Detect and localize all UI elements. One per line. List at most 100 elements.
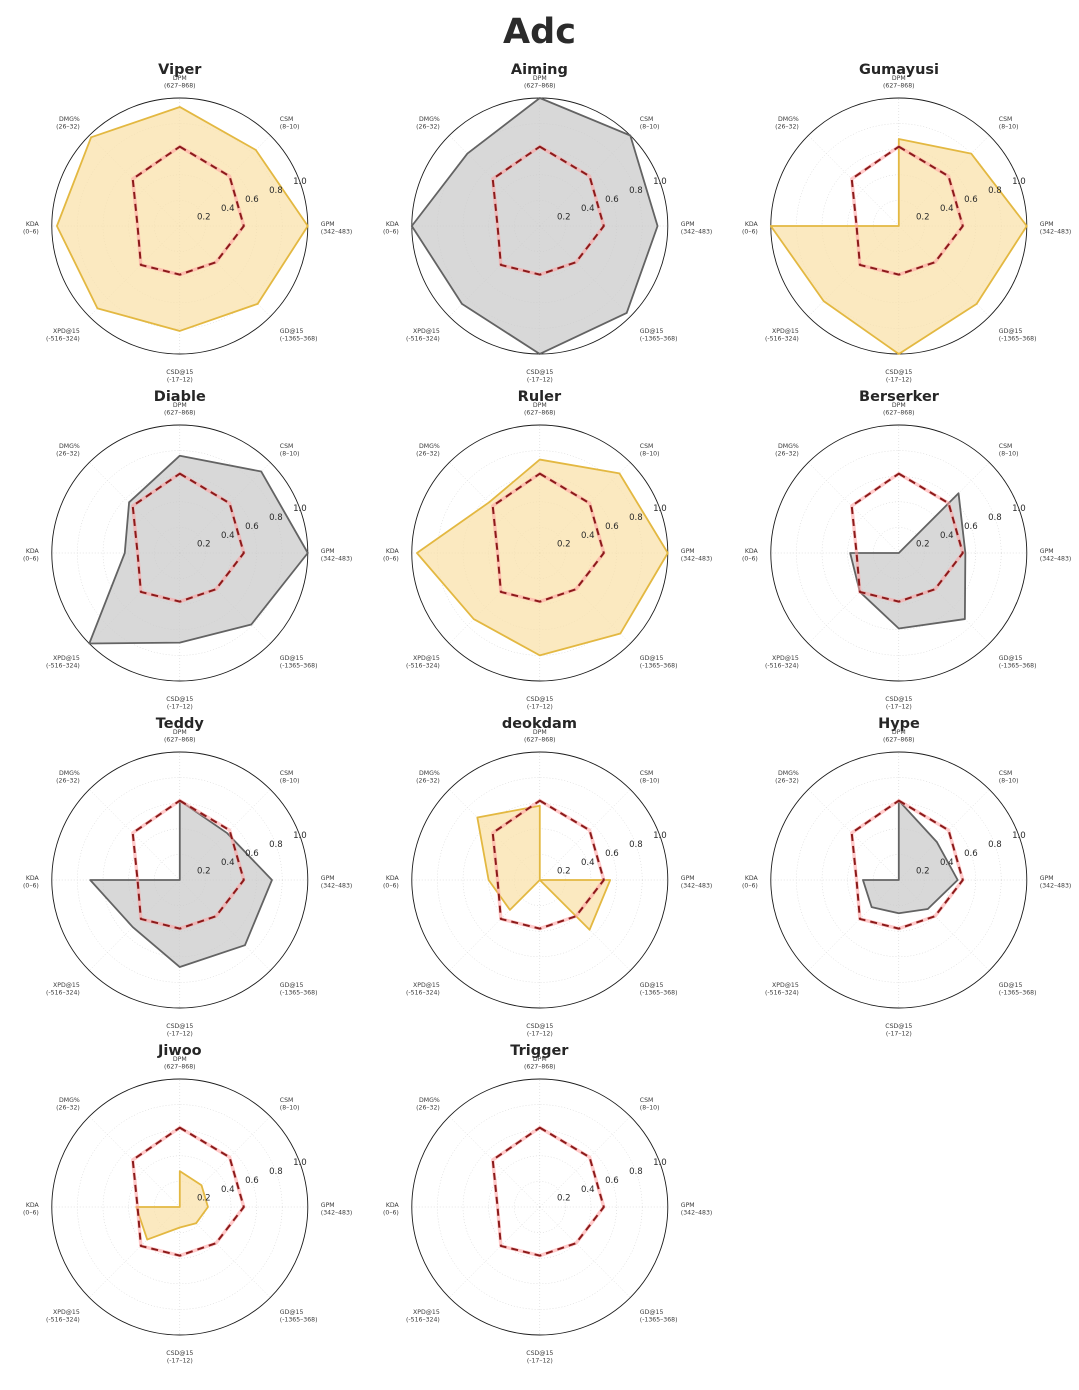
radar-plot: 0.2 0.4 0.6 0.8 1.0 DPM (627–868) CSM (8–10) GPM(… — [360, 729, 720, 1040]
axis-label-name: DPM — [173, 729, 187, 736]
axis-label-xpd-15: XPD@15(-516–324) — [406, 654, 440, 670]
axis-label-range: (0–6) — [742, 883, 758, 890]
axis-label-range: (-17–12) — [886, 704, 912, 711]
axis-label-range: (342–483) — [1040, 229, 1072, 236]
axis-label-range: (0–6) — [383, 229, 399, 236]
axis-label-name: GPM — [680, 1202, 694, 1209]
axis-label-range: (26–32) — [416, 451, 440, 458]
axis-label-range: (-1365–368) — [280, 336, 318, 343]
axis-label-range: (-516–324) — [765, 990, 799, 997]
axis-label-name: DMG% — [419, 116, 440, 123]
axis-label-range: (-17–12) — [167, 377, 193, 384]
axis-label-gd-15: GD@15(-1365–368) — [280, 654, 318, 670]
radial-tick-label: 0.2 — [557, 213, 571, 223]
axis-label-name: CSD@15 — [166, 1349, 193, 1357]
axis-label-dmg-: DMG%(26–32) — [56, 116, 80, 131]
axis-label-name: GD@15 — [280, 981, 304, 989]
axis-label-name: DPM — [173, 75, 187, 82]
axis-label-gpm: GPM(342–483) — [1040, 221, 1072, 236]
axis-label-name: KDA — [26, 548, 40, 555]
axis-label-name: DMG% — [59, 443, 80, 450]
radar-plot: 0.2 0.4 0.6 0.8 1.0 DPM (627–868) CSM (8–10) GPM(… — [719, 729, 1079, 1040]
axis-label-kda: KDA(0–6) — [23, 875, 40, 890]
axis-label-name: CSD@15 — [526, 1349, 553, 1357]
axis-label-range: (26–32) — [56, 778, 80, 785]
axis-label-range: (26–32) — [775, 451, 799, 458]
axis-label-name: XPD@15 — [772, 327, 799, 335]
radar-plot: 0.2 0.4 0.6 0.8 1.0 DPM (627–868) CSM (8–10) GPM(… — [719, 75, 1079, 386]
axis-label-range: (-17–12) — [167, 704, 193, 711]
radial-tick-label: 1.0 — [653, 831, 667, 841]
axis-label-xpd-15: XPD@15(-516–324) — [765, 981, 799, 997]
axis-label-range: (-1365–368) — [639, 990, 677, 997]
axis-label-name: DPM — [892, 75, 906, 82]
axis-label-range: (-1365–368) — [999, 990, 1037, 997]
axis-label-dpm: DPM(627–868) — [524, 402, 556, 417]
axis-label-dpm: DPM(627–868) — [164, 75, 196, 90]
axis-label-gd-15: GD@15(-1365–368) — [639, 1308, 677, 1324]
axis-label-gd-15: GD@15(-1365–368) — [639, 654, 677, 670]
radial-tick-label: 0.8 — [269, 186, 283, 196]
axis-label-name: DPM — [532, 729, 546, 736]
axis-label-range: (-1365–368) — [999, 663, 1037, 670]
radial-tick-label: 0.8 — [629, 186, 643, 196]
radial-tick-label: 0.6 — [245, 522, 259, 532]
axis-label-name: GPM — [680, 875, 694, 882]
axis-label-gpm: GPM(342–483) — [680, 548, 712, 563]
axis-label-range: (0–6) — [742, 229, 758, 236]
axis-label-range: (627–868) — [164, 410, 196, 417]
axis-label-name: DPM — [532, 402, 546, 409]
axis-label-name: KDA — [26, 1202, 40, 1209]
radar-panel-berserker: Berserker 0.2 0.4 0.6 0.8 1.0 DPM (627–868) CSM(… — [719, 389, 1079, 716]
axis-label-range: (-17–12) — [526, 377, 552, 384]
axis-label-name: XPD@15 — [413, 654, 440, 662]
axis-label-name: GD@15 — [999, 981, 1023, 989]
axis-label-name: GPM — [321, 548, 335, 555]
panel-title: Berserker — [859, 389, 939, 405]
axis-label-kda: KDA(0–6) — [742, 221, 759, 236]
axis-label-gpm: GPM(342–483) — [321, 548, 353, 563]
axis-label-range: (627–868) — [524, 410, 556, 417]
axis-label-dmg-: DMG%(26–32) — [416, 770, 440, 785]
axis-label-range: (627–868) — [164, 737, 196, 744]
axis-label-range: (8–10) — [280, 124, 300, 131]
radial-tick-label: 0.4 — [221, 858, 235, 868]
axis-label-dpm: DPM(627–868) — [883, 729, 915, 744]
axis-label-csd-15: CSD@15(-17–12) — [166, 695, 193, 711]
axis-label-csm: CSM(8–10) — [280, 1097, 300, 1112]
axis-label-csd-15: CSD@15(-17–12) — [885, 1022, 912, 1038]
radial-tick-label: 0.8 — [629, 1167, 643, 1177]
axis-label-name: CSM — [639, 116, 653, 123]
axis-label-range: (-17–12) — [886, 1031, 912, 1038]
axis-label-name: KDA — [385, 1202, 399, 1209]
axis-label-name: CSD@15 — [166, 1022, 193, 1030]
axis-label-name: XPD@15 — [53, 327, 80, 335]
axis-label-name: XPD@15 — [53, 981, 80, 989]
axis-label-name: KDA — [745, 548, 759, 555]
axis-label-dmg-: DMG%(26–32) — [416, 443, 440, 458]
axis-label-dpm: DPM(627–868) — [883, 402, 915, 417]
axis-label-gpm: GPM(342–483) — [680, 875, 712, 890]
axis-label-range: (26–32) — [775, 778, 799, 785]
radial-tick-label: 0.2 — [916, 540, 930, 550]
radial-tick-label: 0.6 — [245, 849, 259, 859]
axis-label-range: (8–10) — [280, 451, 300, 458]
axis-label-range: (0–6) — [742, 556, 758, 563]
axis-label-range: (-1365–368) — [280, 663, 318, 670]
axis-label-dmg-: DMG%(26–32) — [416, 116, 440, 131]
axis-label-name: CSM — [639, 443, 653, 450]
axis-label-range: (8–10) — [280, 1105, 300, 1112]
radial-tick-label: 0.4 — [581, 1185, 595, 1195]
axis-label-name: DPM — [173, 1056, 187, 1063]
axis-label-name: GPM — [680, 221, 694, 228]
axis-label-name: CSD@15 — [885, 368, 912, 376]
radial-tick-label: 0.8 — [988, 513, 1002, 523]
radial-tick-label: 1.0 — [293, 177, 307, 187]
axis-label-name: GD@15 — [280, 327, 304, 335]
axis-label-csm: CSM(8–10) — [999, 116, 1019, 131]
axis-label-range: (-516–324) — [46, 336, 80, 343]
axis-label-name: CSM — [639, 1097, 653, 1104]
radial-tick-label: 0.4 — [581, 858, 595, 868]
radial-tick-label: 1.0 — [653, 177, 667, 187]
radial-tick-label: 1.0 — [1012, 504, 1026, 514]
